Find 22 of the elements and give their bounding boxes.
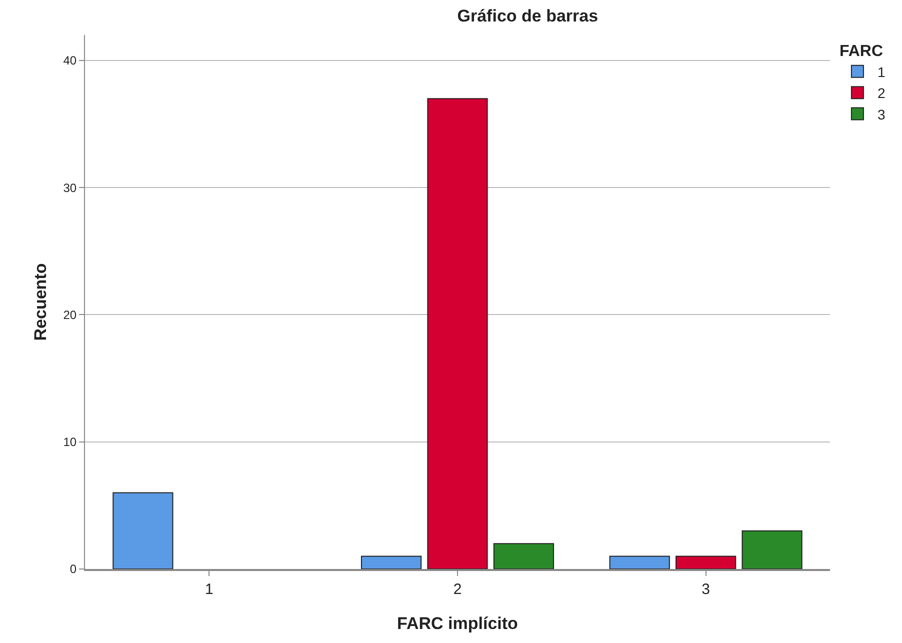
bar bbox=[112, 492, 174, 569]
x-tick-label: 3 bbox=[702, 581, 710, 598]
x-tick-label: 1 bbox=[205, 581, 214, 598]
bar bbox=[676, 556, 736, 569]
bar bbox=[493, 543, 554, 569]
y-tick-label: 30 bbox=[63, 180, 77, 195]
legend-title: FARC bbox=[839, 42, 884, 60]
y-tick-label: 10 bbox=[63, 435, 77, 450]
bar bbox=[360, 556, 422, 569]
y-tick-label: 20 bbox=[63, 308, 77, 322]
bar bbox=[609, 556, 670, 569]
legend-label: 3 bbox=[877, 106, 886, 122]
y-tick-label: 0 bbox=[70, 562, 77, 576]
bar bbox=[742, 530, 802, 569]
y-tick-label: 40 bbox=[63, 54, 77, 68]
bar bbox=[427, 98, 488, 569]
chart-title: Gráfico de barras bbox=[457, 6, 598, 26]
legend-label: 2 bbox=[877, 85, 886, 102]
x-axis-title: FARC implícito bbox=[397, 614, 518, 633]
legend-label: 1 bbox=[877, 64, 886, 80]
x-tick-label: 2 bbox=[453, 581, 462, 598]
y-axis-title: Recuento bbox=[30, 263, 50, 341]
